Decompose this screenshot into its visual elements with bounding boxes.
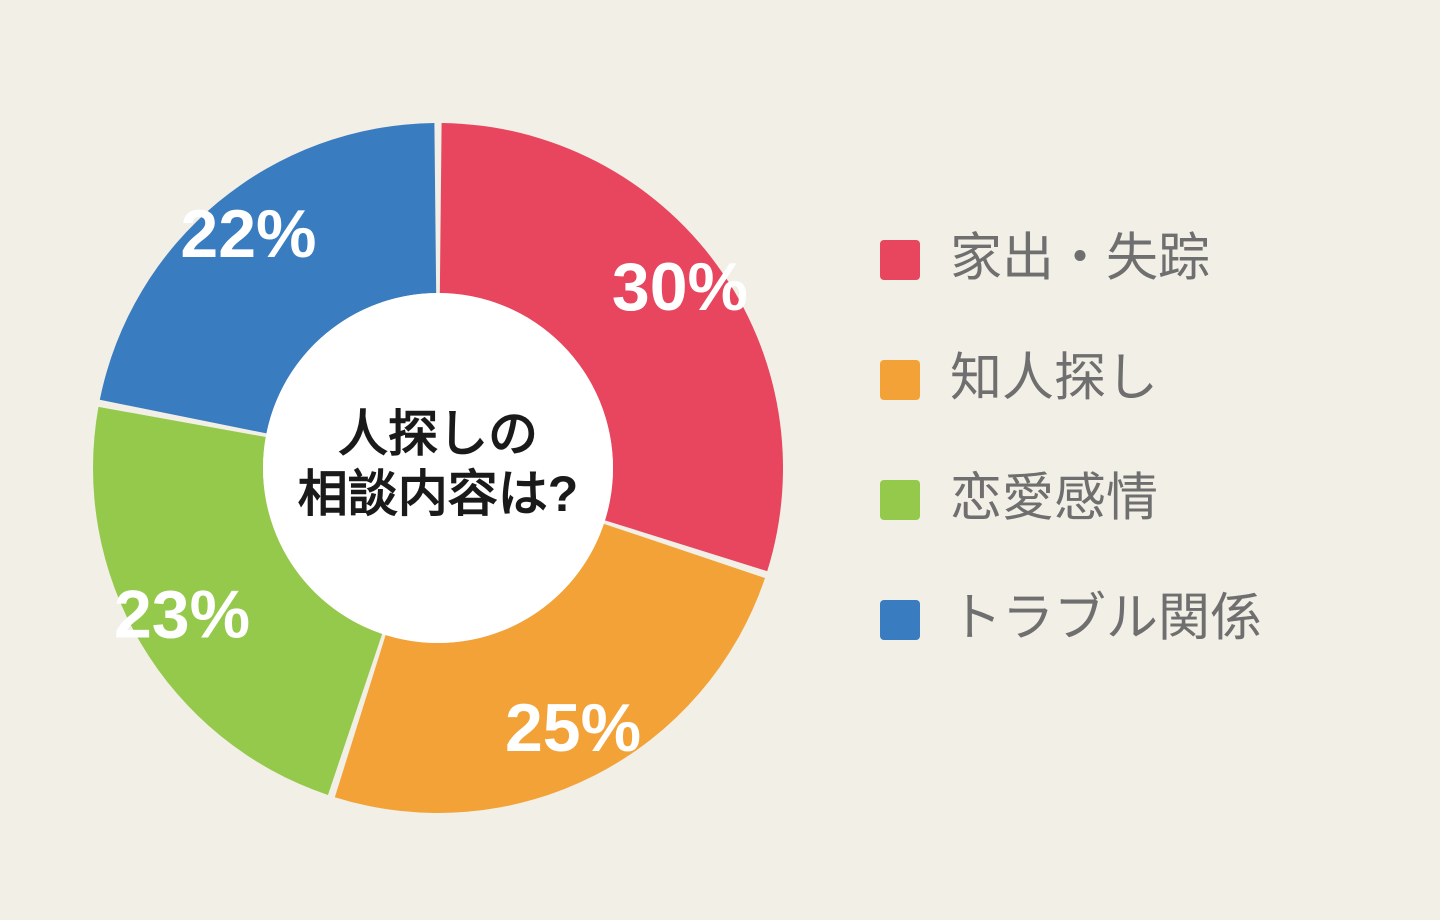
legend-label-2: 恋愛感情 bbox=[950, 470, 1158, 528]
slice-percent-0: 30% bbox=[612, 249, 748, 325]
legend-swatch-1 bbox=[880, 360, 920, 400]
legend-swatch-2 bbox=[880, 480, 920, 520]
legend-swatch-0 bbox=[880, 240, 920, 280]
slice-percent-2: 23% bbox=[114, 576, 250, 652]
legend-label-0: 家出・失踪 bbox=[950, 230, 1210, 288]
legend-label-3: トラブル関係 bbox=[950, 590, 1262, 648]
slice-percent-1: 25% bbox=[505, 690, 641, 766]
donut-chart-container: 30% 25% 23% 22% 人探しの相談内容は? 家出・失踪知人探し恋愛感情トラブル関… bbox=[0, 0, 1440, 920]
legend-label-1: 知人探し bbox=[950, 350, 1158, 408]
slice-percent-3: 22% bbox=[180, 196, 316, 272]
legend-swatch-3 bbox=[880, 600, 920, 640]
center-title-line1: 人探しの bbox=[338, 406, 538, 462]
center-title-line2: 相談内容は? bbox=[298, 466, 579, 522]
